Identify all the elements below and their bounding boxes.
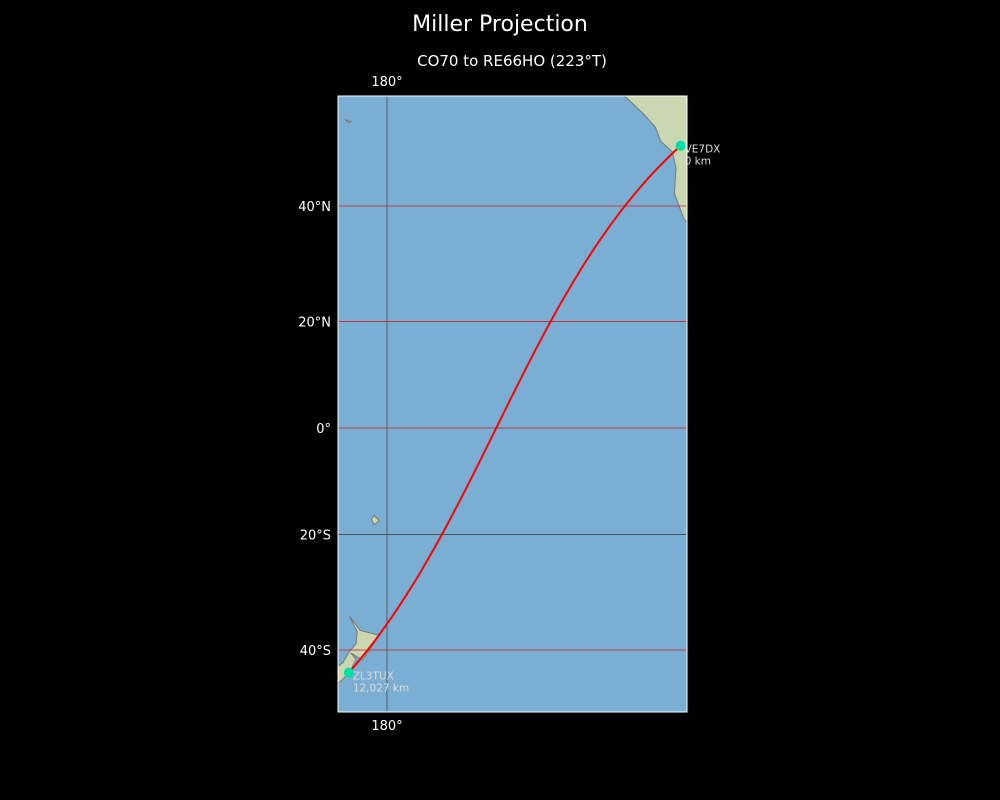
station-distance: 12,027 km [353,683,409,695]
meridian-label-bottom: 180° [371,719,402,734]
station-marker [343,667,354,678]
parallel-label: 40°N [298,200,331,215]
station-callsign: VE7DX [685,144,721,156]
station-distance: 0 km [685,156,711,168]
north-america-land [623,96,687,224]
station-callsign: ZL3TUX [353,671,394,683]
parallel-label: 20°S [300,528,331,543]
graticule [338,96,687,712]
great-circle-path [348,144,682,674]
station-marker [675,140,686,151]
fiji-islands [370,514,381,526]
parallel-label: 0° [316,422,331,437]
parallel-label: 40°S [300,644,331,659]
aleutian-islands [344,119,353,124]
map-title: Miller Projection [412,12,588,37]
map-subtitle: CO70 to RE66HO (223°T) [417,52,607,70]
map-frame [337,95,688,713]
parallel-label: 20°N [298,316,331,331]
meridian-label-top: 180° [371,75,402,90]
